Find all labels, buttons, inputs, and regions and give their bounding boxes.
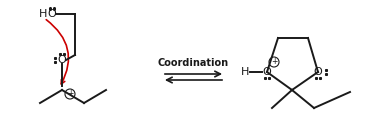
Text: O: O (263, 67, 272, 77)
FancyArrowPatch shape (46, 20, 68, 84)
Text: +: + (271, 58, 277, 66)
Text: +: + (67, 89, 73, 99)
Text: O: O (58, 55, 66, 65)
Text: H: H (241, 67, 249, 77)
Text: O: O (314, 67, 322, 77)
Text: Coordination: Coordination (157, 58, 229, 68)
Text: H: H (39, 9, 47, 19)
Text: O: O (47, 9, 56, 19)
